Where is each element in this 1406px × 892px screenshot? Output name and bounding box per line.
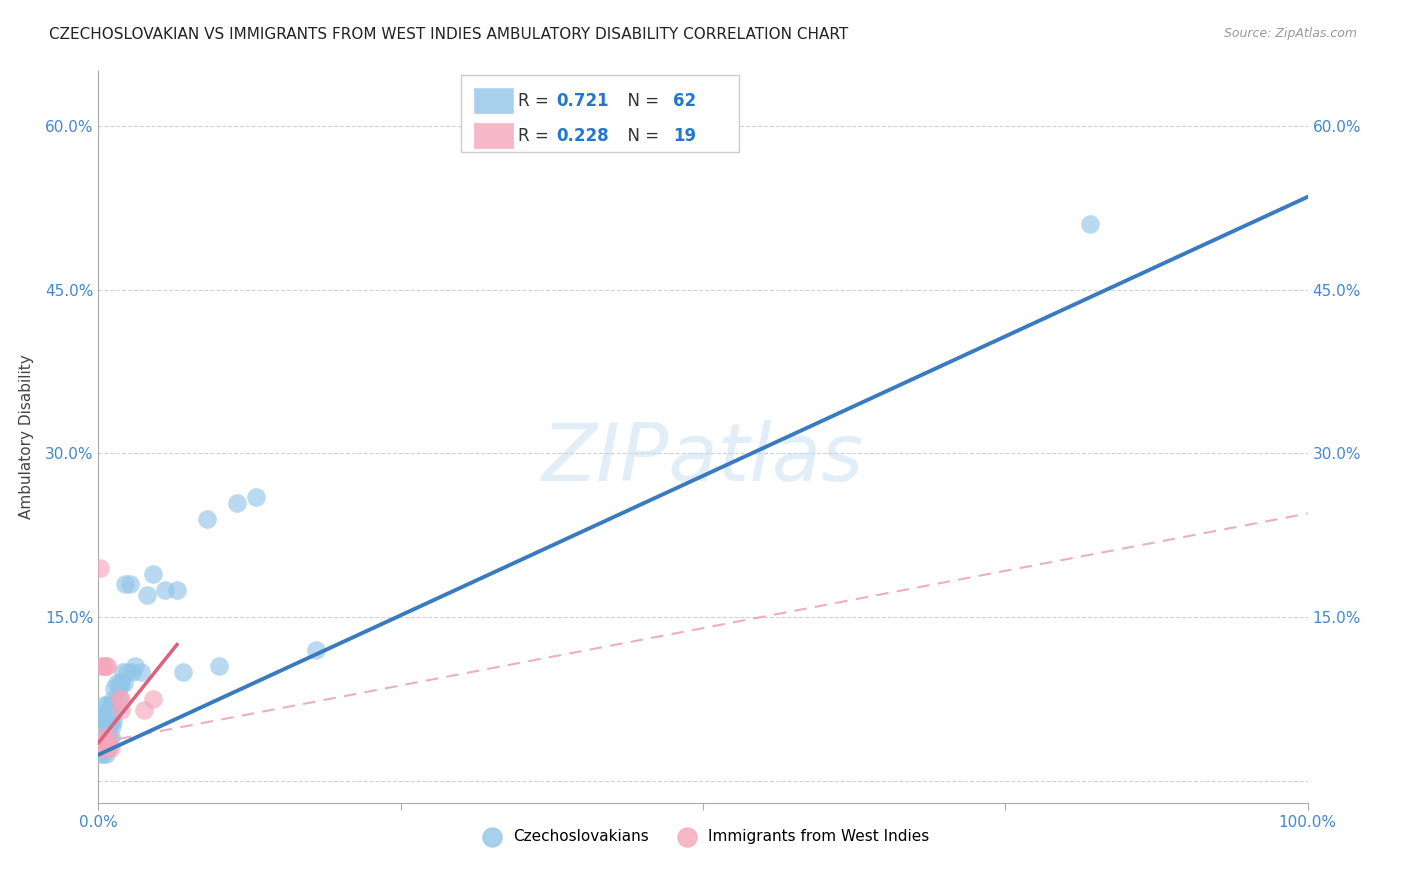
Point: [108, 675, 131, 690]
Point: [100, 714, 122, 728]
Point: [97, 719, 120, 733]
Point: [93, 719, 115, 733]
Point: [91, 747, 114, 761]
Text: 0.721: 0.721: [557, 92, 609, 110]
Point: [94, 747, 117, 761]
Text: 0.228: 0.228: [557, 127, 609, 145]
Point: [91, 736, 114, 750]
Text: N =: N =: [617, 127, 665, 145]
Point: [100, 719, 122, 733]
FancyBboxPatch shape: [474, 123, 513, 148]
Point: [94, 724, 117, 739]
Point: [90, 731, 112, 745]
Point: [117, 665, 139, 679]
Point: [96, 736, 118, 750]
Point: [96, 736, 118, 750]
Point: [91, 659, 114, 673]
Text: 62: 62: [672, 92, 696, 110]
Point: [101, 692, 124, 706]
Point: [105, 675, 128, 690]
Point: [93, 698, 115, 712]
Point: [97, 708, 120, 723]
Point: [93, 708, 115, 723]
Point: [114, 577, 136, 591]
Point: [112, 675, 135, 690]
Point: [166, 582, 188, 597]
Point: [129, 665, 152, 679]
Point: [110, 675, 132, 690]
Point: [100, 698, 122, 712]
Point: [89, 561, 111, 575]
Point: [142, 692, 165, 706]
Point: [153, 582, 176, 597]
Point: [134, 703, 156, 717]
Point: [172, 665, 194, 679]
Point: [135, 588, 157, 602]
Point: [96, 659, 118, 673]
Point: [91, 719, 114, 733]
Point: [98, 719, 121, 733]
Point: [100, 741, 122, 756]
Point: [93, 731, 115, 745]
Point: [93, 736, 115, 750]
Point: [91, 659, 114, 673]
Point: [124, 659, 146, 673]
Point: [96, 698, 118, 712]
Point: [245, 490, 267, 504]
Point: [98, 731, 121, 745]
Point: [1078, 217, 1101, 231]
Point: [110, 692, 132, 706]
Text: N =: N =: [617, 92, 665, 110]
Point: [195, 512, 218, 526]
Point: [208, 659, 231, 673]
Point: [96, 731, 118, 745]
Point: [101, 714, 124, 728]
Text: Source: ZipAtlas.com: Source: ZipAtlas.com: [1223, 27, 1357, 40]
Point: [97, 741, 120, 756]
Point: [104, 698, 127, 712]
Point: [226, 495, 249, 509]
Point: [90, 741, 112, 756]
Text: R =: R =: [517, 92, 554, 110]
Point: [91, 708, 114, 723]
Point: [107, 692, 129, 706]
Y-axis label: Ambulatory Disability: Ambulatory Disability: [18, 355, 34, 519]
Point: [305, 643, 328, 657]
Point: [121, 665, 143, 679]
Point: [90, 731, 112, 745]
Point: [90, 741, 112, 756]
Point: [118, 577, 141, 591]
Point: [108, 681, 131, 695]
FancyBboxPatch shape: [474, 88, 513, 113]
Point: [98, 703, 121, 717]
Point: [103, 703, 125, 717]
Point: [89, 747, 111, 761]
Legend: Czechoslovakians, Immigrants from West Indies: Czechoslovakians, Immigrants from West I…: [470, 822, 936, 850]
Point: [93, 741, 115, 756]
Point: [100, 708, 122, 723]
Point: [142, 566, 165, 581]
Point: [108, 692, 131, 706]
Point: [103, 681, 125, 695]
Text: ZIPatlas: ZIPatlas: [541, 420, 865, 498]
Text: CZECHOSLOVAKIAN VS IMMIGRANTS FROM WEST INDIES AMBULATORY DISABILITY CORRELATION: CZECHOSLOVAKIAN VS IMMIGRANTS FROM WEST …: [49, 27, 848, 42]
Point: [94, 736, 117, 750]
Point: [110, 703, 132, 717]
Point: [98, 731, 121, 745]
Text: 19: 19: [672, 127, 696, 145]
Point: [91, 731, 114, 745]
Point: [97, 741, 120, 756]
Point: [111, 665, 134, 679]
Point: [91, 741, 114, 756]
Point: [94, 659, 117, 673]
Point: [100, 731, 122, 745]
Point: [91, 724, 114, 739]
Point: [91, 741, 114, 756]
Text: R =: R =: [517, 127, 554, 145]
FancyBboxPatch shape: [461, 75, 740, 152]
Point: [96, 719, 118, 733]
Point: [91, 736, 114, 750]
